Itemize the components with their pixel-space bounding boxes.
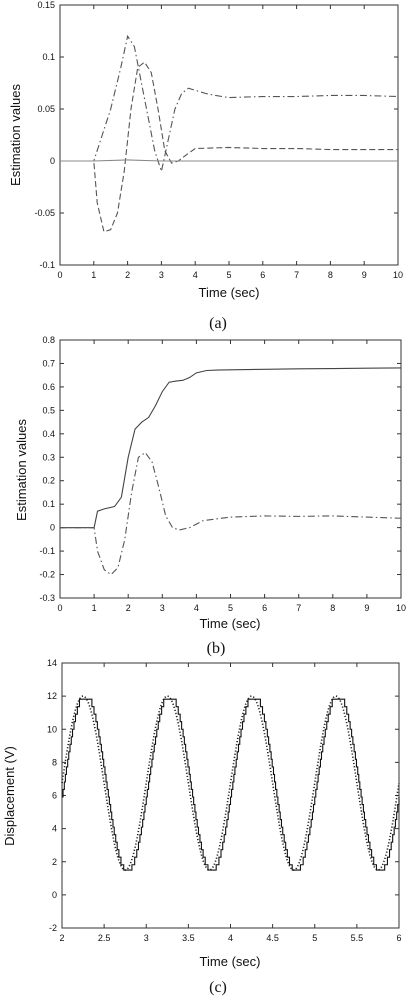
chart-a-series-line — [60, 34, 399, 174]
chart-a: 0 1 2 3 4 5 6 7 8 9 10 -0.1 -0.05 0 0.05 0.1 0.15 Time … — [8, 0, 403, 332]
chart-c-x-tick-label: 2 — [59, 933, 64, 943]
chart-a-y-tick-label: 0.15 — [37, 0, 55, 10]
chart-a-x-tick-label: 10 — [393, 270, 403, 280]
chart-b-y-tick-label: 0.1 — [42, 499, 55, 509]
chart-c-x-tick-label: 5 — [312, 933, 317, 943]
chart-b-y-tick-label: 0.2 — [42, 476, 55, 486]
chart-b-y-tick-label: 0.4 — [42, 429, 55, 439]
chart-b-x-tick-label: 2 — [126, 603, 131, 613]
chart-a-x-tick-label: 4 — [193, 270, 198, 280]
chart-c-caption: (c) — [209, 979, 227, 996]
chart-b-x-tick-label: 0 — [57, 603, 62, 613]
chart-b-x-tick-label: 7 — [296, 603, 301, 613]
chart-c-x-ticks: 2 2.5 3 3.5 4 4.5 5 5.5 6 — [59, 663, 402, 943]
chart-b-x-tick-label: 4 — [194, 603, 199, 613]
chart-a-x-tick-label: 6 — [260, 270, 265, 280]
chart-b-y-label: Estimation values — [14, 419, 29, 521]
chart-c-x-tick-label: 3.5 — [182, 933, 195, 943]
chart-b-x-tick-label: 1 — [92, 603, 97, 613]
chart-b-caption: (b) — [207, 640, 226, 657]
chart-b-y-tick-label: -0.2 — [39, 570, 55, 580]
chart-b-y-tick-label: 0.6 — [42, 382, 55, 392]
chart-a-plot-frame — [59, 4, 399, 266]
chart-b-series-line — [60, 367, 402, 529]
chart-b-x-tick-label: 5 — [228, 603, 233, 613]
chart-a-x-tick-label: 1 — [91, 270, 96, 280]
chart-b-y-tick-label: 0.3 — [42, 452, 55, 462]
chart-a-x-tick-label: 0 — [57, 270, 62, 280]
chart-a-series-line — [60, 61, 398, 233]
chart-b-y-tick-label: -0.3 — [39, 593, 55, 603]
chart-b-x-tick-label: 6 — [262, 603, 267, 613]
chart-a-x-tick-label: 7 — [294, 270, 299, 280]
chart-b-y-tick-label: -0.1 — [39, 546, 55, 556]
chart-b: 0 1 2 3 4 5 6 7 8 9 10 -0.3 -0.2 -0.1 0 0.1 0.2 0.3 0.4 0.… — [14, 335, 406, 657]
chart-b-y-tick-label: 0.7 — [42, 358, 55, 368]
chart-a-x-tick-label: 3 — [159, 270, 164, 280]
chart-c-x-tick-label: 2.5 — [98, 933, 111, 943]
chart-c-series — [61, 695, 400, 871]
chart-a-x-ticks: 0 1 2 3 4 5 6 7 8 9 10 — [57, 5, 403, 280]
chart-c-y-tick-label: -2 — [49, 923, 57, 933]
chart-c-series-line — [61, 695, 400, 871]
chart-b-y-tick-label: 0.5 — [42, 405, 55, 415]
chart-a-series — [60, 34, 399, 233]
chart-a-x-tick-label: 9 — [362, 270, 367, 280]
chart-b-x-ticks: 0 1 2 3 4 5 6 7 8 9 10 — [57, 340, 406, 613]
chart-b-series — [60, 367, 402, 576]
chart-c-y-tick-label: 0 — [52, 890, 57, 900]
chart-b-y-ticks: -0.3 -0.2 -0.1 0 0.1 0.2 0.3 0.4 0.5 0.6 0.7 0.8 — [39, 335, 401, 603]
chart-c-x-tick-label: 6 — [396, 933, 401, 943]
chart-a-y-tick-label: 0.05 — [37, 104, 55, 114]
chart-c-y-tick-label: 8 — [52, 757, 57, 767]
chart-a-x-label: Time (sec) — [199, 285, 260, 300]
chart-a-y-tick-label: -0.05 — [34, 208, 55, 218]
chart-a-y-tick-label: 0.1 — [42, 52, 55, 62]
chart-c-y-tick-label: 2 — [52, 857, 57, 867]
chart-c-y-tick-label: 10 — [47, 724, 57, 734]
chart-c-plot-frame — [61, 662, 400, 929]
chart-b-series-line — [60, 451, 402, 576]
chart-b-x-tick-label: 10 — [396, 603, 406, 613]
chart-b-x-label: Time (sec) — [200, 616, 261, 631]
chart-c-y-label: Displacement (V) — [2, 746, 17, 846]
chart-b-plot-frame — [59, 339, 402, 599]
chart-c-x-tick-label: 4 — [228, 933, 233, 943]
chart-a-series-line — [60, 159, 398, 162]
chart-c-y-ticks: -2 0 2 4 6 8 10 12 14 — [47, 658, 399, 933]
chart-b-x-tick-label: 3 — [160, 603, 165, 613]
chart-b-y-tick-label: 0 — [50, 523, 55, 533]
chart-a-x-tick-label: 8 — [328, 270, 333, 280]
chart-b-x-tick-label: 9 — [364, 603, 369, 613]
chart-a-caption: (a) — [209, 315, 227, 332]
chart-a-y-tick-label: 0 — [50, 156, 55, 166]
chart-c-x-tick-label: 4.5 — [266, 933, 279, 943]
chart-b-x-tick-label: 8 — [330, 603, 335, 613]
chart-a-y-tick-label: -0.1 — [39, 260, 55, 270]
chart-a-y-ticks: -0.1 -0.05 0 0.05 0.1 0.15 — [34, 0, 398, 270]
chart-b-y-tick-label: 0.8 — [42, 335, 55, 345]
chart-a-x-tick-label: 5 — [226, 270, 231, 280]
chart-c-y-tick-label: 12 — [47, 691, 57, 701]
chart-c-y-tick-label: 6 — [52, 791, 57, 801]
chart-c-y-tick-label: 14 — [47, 658, 57, 668]
chart-c-x-label: Time (sec) — [200, 954, 261, 969]
chart-c-series-line — [62, 698, 400, 871]
chart-a-y-label: Estimation values — [8, 84, 23, 186]
chart-c-x-tick-label: 3 — [144, 933, 149, 943]
chart-a-x-tick-label: 2 — [125, 270, 130, 280]
chart-c-x-tick-label: 5.5 — [351, 933, 364, 943]
chart-c-y-tick-label: 4 — [52, 824, 57, 834]
chart-c: 2 2.5 3 3.5 4 4.5 5 5.5 6 -2 0 2 4 6 8 10 12 14 Time (se… — [2, 658, 402, 996]
